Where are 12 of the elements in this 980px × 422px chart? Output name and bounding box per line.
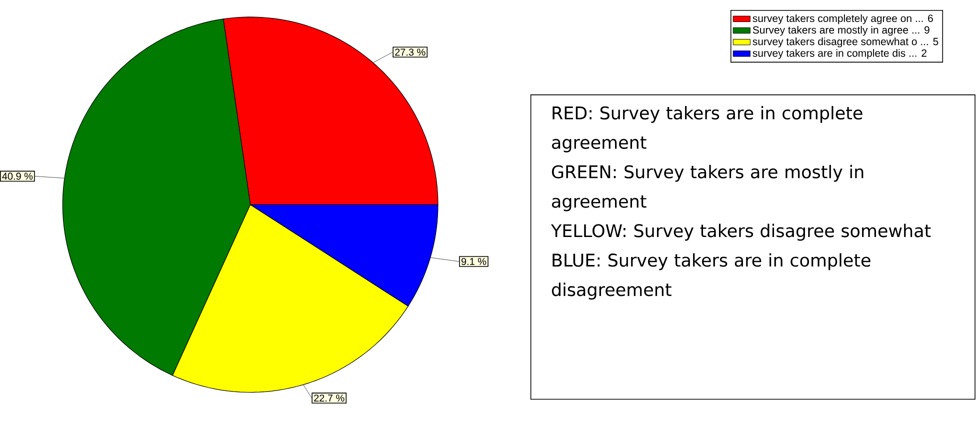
text: RED: Survey takers are in complete agreement — [552, 106, 862, 152]
legend-label: survey takers are in complete dis ... 2 — [752, 49, 926, 59]
legend-label: Survey takers are mostly in agree ... 9 — [752, 26, 930, 36]
legend-label: survey takers disagree somewhat o ... 5 — [752, 37, 938, 48]
text: YELLOW: Survey takers disagree somewhat — [550, 224, 931, 241]
text: BLUE: Survey takers are in complete disagreement — [552, 253, 870, 300]
data-label: 9.1 % — [461, 258, 486, 265]
data-label: 40.9 % — [2, 172, 33, 180]
text: GREEN: Survey takers are mostly in agreement — [552, 164, 864, 212]
data-label: 22.7 % — [314, 394, 344, 402]
legend-label: survey takers completely agree on ... 6 — [752, 14, 933, 24]
data-label: 27.3 % — [395, 48, 426, 56]
